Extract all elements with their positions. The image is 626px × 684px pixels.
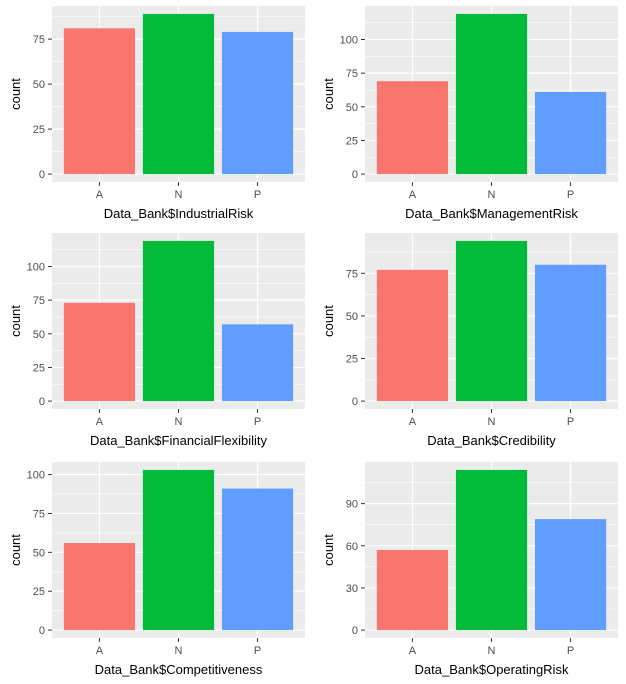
x-tick-label: A [96,189,104,201]
x-tick-label: N [175,645,183,657]
y-tick-label: 75 [33,508,45,520]
y-tick-label: 75 [33,34,45,46]
bar-P [534,91,607,175]
y-tick-label: 0 [39,396,45,408]
bar-P [534,264,607,402]
bar-P [221,488,294,631]
y-axis-title: count [8,534,23,566]
y-axis-title: count [8,305,23,337]
bar-A [376,81,449,175]
x-axis-title: Data_Bank$OperatingRisk [415,662,569,677]
bar-N [455,13,528,175]
y-tick-label: 75 [33,295,45,307]
y-tick-label: 60 [346,541,358,553]
y-tick-label: 50 [33,79,45,91]
y-axis-title: count [321,78,336,110]
x-tick-label: A [96,416,104,428]
y-tick-label: 25 [33,586,45,598]
y-tick-label: 25 [33,124,45,136]
chart-panel-2: 0 25 50 75 100 A N P Data_Bank$ManagementRisk cou… [321,6,618,221]
y-tick-label: 25 [33,362,45,374]
y-tick-label: 75 [346,268,358,280]
bar-N [455,240,528,402]
bar-A [376,550,449,631]
bar-A [63,543,136,631]
bar-P [221,31,294,175]
x-tick-label: A [409,416,417,428]
y-tick-label: 25 [346,353,358,365]
chart-panel-3: 0 25 50 75 100 A N P Data_Bank$FinancialFlexibil… [8,233,305,448]
bar-N [142,469,215,631]
bar-P [534,519,607,631]
y-tick-label: 100 [27,261,45,273]
bar-A [63,28,136,175]
x-tick-label: P [254,416,261,428]
bar-N [142,240,215,402]
y-tick-label: 50 [33,329,45,341]
x-tick-label: N [175,416,183,428]
x-tick-label: N [488,645,496,657]
y-axis-title: count [321,534,336,566]
x-tick-label: A [409,645,417,657]
x-axis-title: Data_Bank$IndustrialRisk [104,206,254,221]
y-tick-label: 75 [346,68,358,80]
y-tick-label: 30 [346,583,358,595]
x-tick-label: N [175,189,183,201]
x-axis-title: Data_Bank$Credibility [427,433,556,448]
x-tick-label: P [567,416,574,428]
bar-A [63,302,136,402]
x-axis-title: Data_Bank$ManagementRisk [405,206,578,221]
x-tick-label: N [488,189,496,201]
x-tick-label: P [254,645,261,657]
y-tick-label: 25 [346,135,358,147]
y-axis-title: count [8,78,23,110]
y-tick-label: 50 [346,102,358,114]
x-tick-label: N [488,416,496,428]
x-tick-label: A [409,189,417,201]
chart-panel-5: 0 25 50 75 100 A N P Data_Bank$Competitiveness co… [8,462,305,677]
bar-N [455,469,528,631]
y-tick-label: 50 [346,311,358,323]
y-tick-label: 0 [39,625,45,637]
x-tick-label: P [567,189,574,201]
y-tick-label: 0 [352,169,358,181]
y-tick-label: 0 [352,625,358,637]
bar-P [221,324,294,402]
chart-panel-6: 0 30 60 90 A N P Data_Bank$OperatingRisk count [321,462,618,677]
y-tick-label: 0 [352,396,358,408]
y-axis-title: count [321,305,336,337]
x-tick-label: P [254,189,261,201]
chart-panel-4: 0 25 50 75 A N P Data_Bank$Credibility count [321,233,618,448]
x-tick-label: A [96,645,104,657]
y-tick-label: 100 [27,470,45,482]
y-tick-label: 50 [33,547,45,559]
x-axis-title: Data_Bank$FinancialFlexibility [90,433,268,448]
x-axis-title: Data_Bank$Competitiveness [95,662,263,677]
y-tick-label: 90 [346,499,358,511]
bar-N [142,13,215,175]
x-tick-label: P [567,645,574,657]
bar-A [376,269,449,402]
y-tick-label: 0 [39,169,45,181]
y-tick-label: 100 [340,34,358,46]
